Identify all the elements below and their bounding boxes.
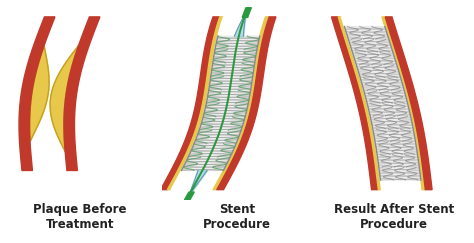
Polygon shape [345, 26, 421, 180]
Polygon shape [331, 17, 378, 190]
Polygon shape [217, 17, 276, 190]
Polygon shape [171, 17, 265, 190]
Polygon shape [167, 17, 224, 190]
Polygon shape [161, 17, 220, 190]
Polygon shape [64, 17, 100, 171]
Polygon shape [341, 17, 422, 190]
Polygon shape [213, 17, 269, 190]
Polygon shape [385, 17, 432, 190]
Text: Result After Stent
Procedure: Result After Stent Procedure [334, 203, 455, 231]
Text: Plaque Before
Treatment: Plaque Before Treatment [33, 203, 127, 231]
Polygon shape [50, 46, 78, 151]
Polygon shape [382, 17, 425, 190]
Polygon shape [182, 36, 260, 171]
Polygon shape [19, 17, 55, 171]
Text: Stent
Procedure: Stent Procedure [203, 203, 271, 231]
Polygon shape [338, 17, 382, 190]
Polygon shape [29, 46, 49, 141]
